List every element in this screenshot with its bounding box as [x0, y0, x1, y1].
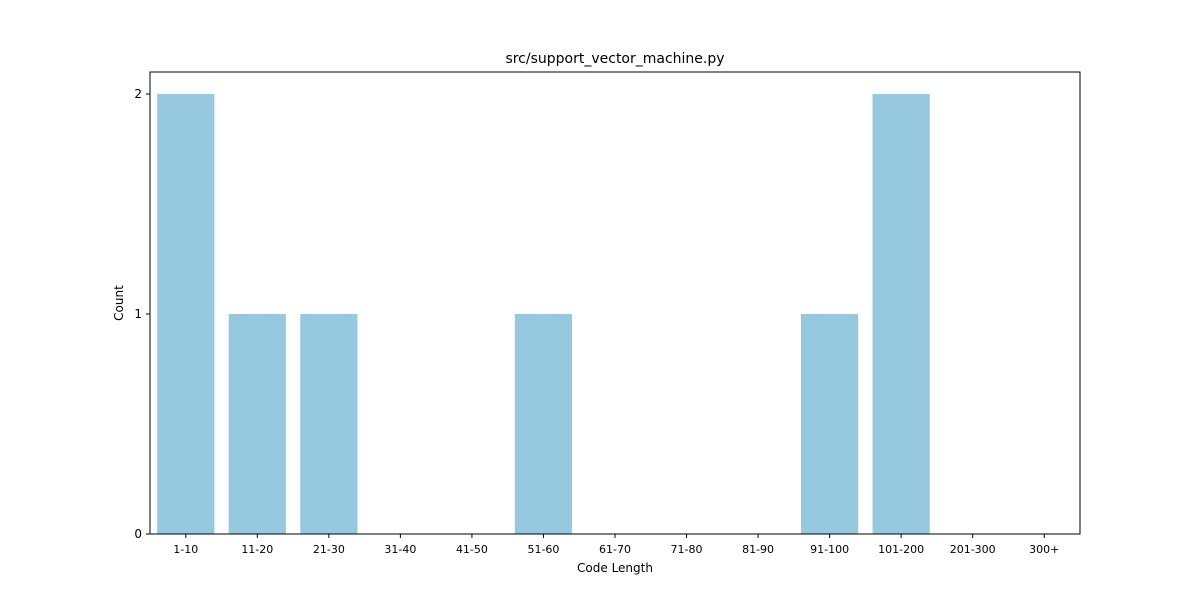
bar-91-100 [801, 314, 859, 534]
y-tick-label: 1 [134, 307, 142, 321]
y-axis: 0 1 2 [134, 87, 150, 541]
bar-51-60 [514, 314, 573, 534]
x-tick-label: 201-300 [950, 543, 996, 556]
y-tick-label: 0 [134, 527, 142, 541]
bar-101-200 [872, 94, 930, 534]
x-tick-label: 300+ [1029, 543, 1059, 556]
bar-1-10 [157, 94, 215, 534]
x-tick-label: 21-30 [313, 543, 345, 556]
x-tick-label: 41-50 [456, 543, 488, 556]
x-tick-label: 81-90 [742, 543, 774, 556]
x-tick-label: 71-80 [671, 543, 703, 556]
x-tick-label: 61-70 [599, 543, 631, 556]
x-tick-label: 1-10 [173, 543, 198, 556]
y-tick-label: 2 [134, 87, 142, 101]
bars-layer [157, 94, 930, 534]
x-tick-label: 31-40 [384, 543, 416, 556]
bar-21-30 [300, 314, 358, 534]
x-tick-label: 101-200 [878, 543, 924, 556]
bar-11-20 [228, 314, 286, 534]
x-axis: 1-10 11-20 21-30 31-40 41-50 51-60 61-70 71-80 8… [173, 534, 1059, 556]
x-tick-label: 11-20 [241, 543, 273, 556]
y-axis-label: Count [112, 285, 126, 321]
chart-title: src/support_vector_machine.py [505, 51, 724, 67]
plot-frame [149, 71, 1081, 535]
x-tick-label: 91-100 [810, 543, 849, 556]
x-axis-label: Code Length [577, 561, 653, 575]
x-tick-label: 51-60 [527, 543, 559, 556]
